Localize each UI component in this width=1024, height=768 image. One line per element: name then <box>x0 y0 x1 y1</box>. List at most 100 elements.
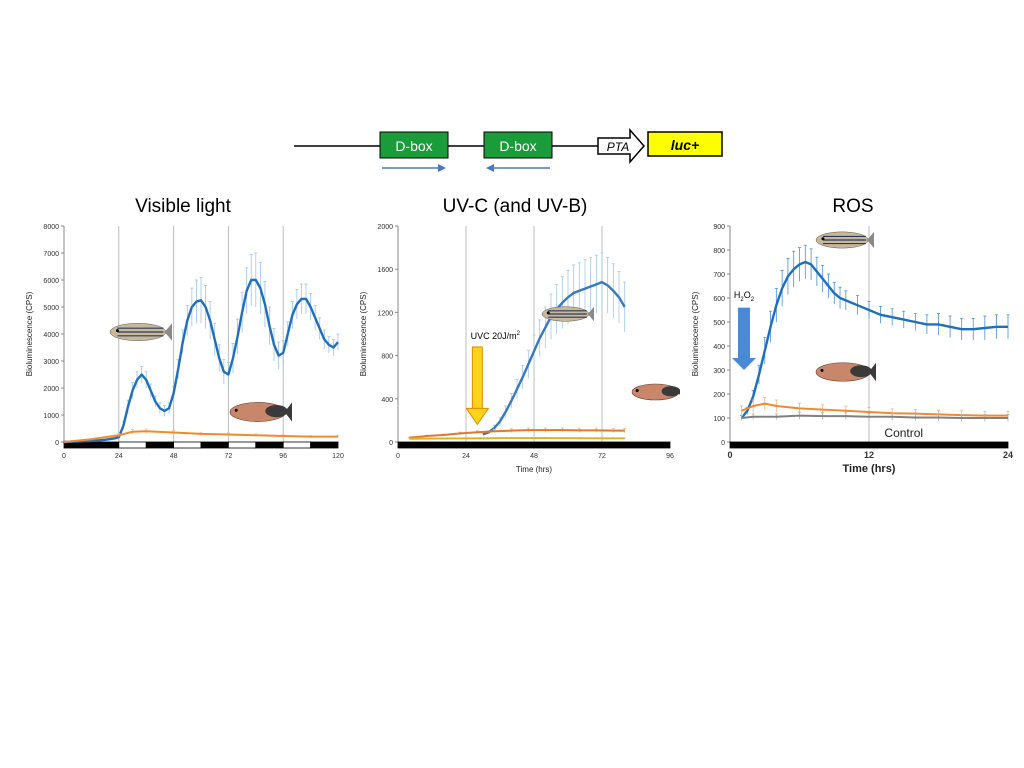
y-tick-label: 2000 <box>43 386 59 393</box>
y-tick-label: 7000 <box>43 251 59 258</box>
fish-tail <box>164 323 172 341</box>
fish-tail <box>677 389 680 395</box>
series-line <box>409 429 625 439</box>
light-dark-bar-segment <box>200 441 229 449</box>
h2o2-arrow-shaft <box>738 307 750 358</box>
wildtype-fish-picture <box>815 231 874 249</box>
y-tick-label: 600 <box>713 296 725 303</box>
x-tick-label: 24 <box>1003 450 1013 460</box>
dbox-2-arrowhead <box>486 164 494 172</box>
fish-eye <box>820 368 824 372</box>
h2o2-annotation-sub: 2 <box>751 297 755 303</box>
pta-promoter-arrow <box>597 128 645 164</box>
y-tick-label: 2000 <box>377 224 393 231</box>
y-tick-label: 900 <box>713 224 725 231</box>
cell-line-fish-picture <box>815 362 876 382</box>
fish-eye <box>115 329 119 333</box>
y-tick-label: 4000 <box>43 332 59 339</box>
light-dark-bar-segment <box>729 441 1009 449</box>
y-tick-label: 1200 <box>377 310 393 317</box>
control-label: Control <box>884 426 923 440</box>
y-axis-label: Bioluminescence (CPS) <box>25 291 34 376</box>
panel-title: Visible light <box>135 196 231 217</box>
pta-label: PTA <box>607 140 629 154</box>
x-tick-label: 12 <box>864 450 874 460</box>
x-axis-label: Time (hrs) <box>516 465 552 474</box>
y-tick-label: 0 <box>55 440 59 447</box>
fish-dark-patch <box>661 386 680 397</box>
h2o2-annotation-text: O <box>744 290 751 300</box>
y-tick-label: 800 <box>381 354 393 361</box>
light-dark-bar-segment <box>63 441 120 449</box>
y-tick-label: 0 <box>389 440 393 447</box>
y-tick-label: 5000 <box>43 305 59 312</box>
uvc-arrow-shaft <box>471 346 483 409</box>
y-axis-label: Bioluminescence (CPS) <box>359 291 368 376</box>
wildtype-fish-picture <box>109 323 172 341</box>
y-tick-label: 700 <box>713 272 725 279</box>
construct-diagram: D-box D-box PTA luc+ <box>294 128 723 172</box>
fish-eye <box>546 311 550 315</box>
luc-gene <box>647 131 723 157</box>
x-tick-label: 24 <box>115 453 123 460</box>
series-0 <box>740 244 1010 421</box>
chart-visible-light: 0 1000 2000 3000 4000 5000 6000 7000 8000 0 24 48 72… <box>25 224 344 460</box>
cell-line-fish-picture <box>631 383 680 401</box>
x-tick-label: 96 <box>666 453 674 460</box>
y-tick-label: 1000 <box>43 413 59 420</box>
x-axis-label: Time (hrs) <box>843 463 896 475</box>
series-1 <box>63 428 340 443</box>
wildtype-fish-picture <box>541 306 594 322</box>
x-tick-label: 48 <box>530 453 538 460</box>
series-0 <box>481 252 627 436</box>
cell-line-fish-picture <box>229 402 292 422</box>
fish-tail <box>284 402 292 422</box>
light-dark-bar-segment <box>145 441 174 449</box>
y-tick-label: 1600 <box>377 267 393 274</box>
dbox-1-arrowhead <box>438 164 446 172</box>
series-2 <box>740 411 1010 422</box>
y-tick-label: 400 <box>381 397 393 404</box>
light-dark-bar-segment <box>255 441 284 449</box>
series-line <box>63 278 339 444</box>
uvc-annotation-sup: 2 <box>517 331 521 337</box>
light-dark-bar-segment <box>118 441 147 449</box>
light-dark-bar-segment <box>282 441 312 449</box>
series-line <box>740 260 1008 419</box>
x-tick-label: 96 <box>279 453 287 460</box>
y-tick-label: 300 <box>713 368 725 375</box>
light-dark-bar-segment <box>227 441 257 449</box>
dbox-1 <box>379 131 449 159</box>
y-tick-label: 8000 <box>43 224 59 231</box>
uvc-annotation: UVC 20J/m2 <box>471 331 521 341</box>
y-tick-label: 800 <box>713 248 725 255</box>
panel-ros: ROS 0 100 200 300 400 500 600 700 800 900 0 12 24 Tim… <box>688 196 1018 486</box>
series-2 <box>407 437 627 440</box>
panel-visible-light: Visible light 0 1000 2000 3000 4000 5000 6000 7… <box>18 196 348 486</box>
series-line <box>741 414 1008 419</box>
x-tick-label: 0 <box>727 450 732 460</box>
chart-uv: 0 400 800 1200 1600 2000 0 24 48 72 96 Time (hrs) Bi… <box>359 224 680 474</box>
x-tick-label: 0 <box>396 453 400 460</box>
h2o2-arrow-head <box>732 358 756 370</box>
fish-eye <box>821 237 825 241</box>
x-tick-label: 24 <box>462 453 470 460</box>
uvc-arrow-head <box>465 407 490 426</box>
fish-dark-patch <box>850 365 872 378</box>
y-tick-label: 6000 <box>43 278 59 285</box>
fish-tail <box>868 362 876 382</box>
series-0 <box>63 252 340 444</box>
panel-uv: UV-C (and UV-B) 0 400 800 1200 1600 2000 0 24 48… <box>350 196 680 486</box>
panel-title: ROS <box>832 196 874 217</box>
series-line <box>409 437 625 440</box>
y-tick-label: 400 <box>713 344 725 351</box>
x-tick-label: 48 <box>170 453 178 460</box>
series-line <box>63 430 338 443</box>
light-dark-bar-segment <box>397 441 671 449</box>
panel-title: UV-C (and UV-B) <box>442 196 588 217</box>
x-tick-label: 0 <box>62 453 66 460</box>
series-line <box>482 280 626 436</box>
y-tick-label: 3000 <box>43 359 59 366</box>
light-dark-bar-segment <box>173 441 202 449</box>
fish-eye <box>234 408 238 412</box>
